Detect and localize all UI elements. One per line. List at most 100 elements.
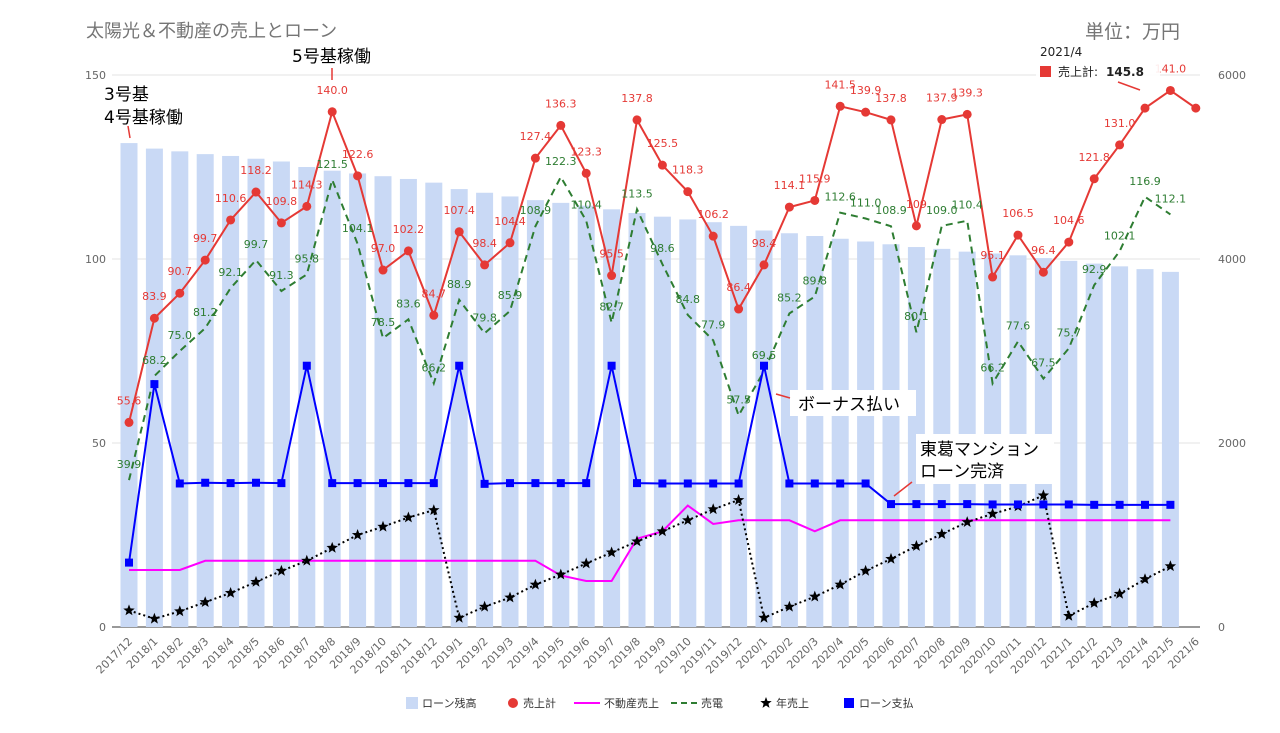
point-annual [250, 575, 262, 587]
bar-loan-balance [247, 158, 265, 627]
label-solar: 81.2 [193, 306, 218, 319]
label-solar: 109.0 [926, 204, 958, 217]
label-solar: 91.3 [269, 269, 294, 282]
point-loan-payment [125, 558, 133, 567]
annotation-bg [790, 390, 916, 416]
label-total-sales: 141.0 [1155, 62, 1187, 75]
label-solar: 121.5 [316, 158, 348, 171]
point-annual [555, 568, 567, 580]
bar-loan-balance [882, 244, 900, 627]
label-solar: 111.0 [850, 197, 882, 210]
bar-loan-balance [476, 192, 494, 627]
point-total-sales [403, 246, 413, 256]
bar-loan-balance [857, 241, 875, 627]
label-solar: 82.7 [599, 301, 624, 314]
label-solar: 99.7 [244, 238, 269, 251]
annotation-pointer [775, 393, 791, 399]
annotation-pointer [127, 125, 131, 139]
point-annual [631, 535, 643, 547]
label-solar: 95.8 [295, 252, 320, 265]
point-loan-payment [226, 479, 235, 488]
point-loan-payment [887, 500, 895, 509]
label-total-sales: 106.5 [1002, 207, 1034, 220]
point-total-sales [480, 260, 490, 270]
point-loan-payment [1090, 500, 1099, 509]
bar-loan-balance [1161, 271, 1179, 627]
label-solar: 69.5 [752, 349, 777, 362]
label-solar: 108.9 [875, 204, 907, 217]
point-loan-payment [1039, 500, 1048, 509]
point-annual [529, 578, 542, 590]
point-annual [402, 511, 415, 523]
legend-swatch-loan-payment [844, 698, 854, 708]
bar-loan-balance [806, 236, 824, 627]
label-solar: 66.2 [422, 361, 447, 374]
point-total-sales [988, 272, 998, 282]
label-total-sales: 118.2 [240, 164, 272, 177]
left-axis-tick: 150 [85, 69, 106, 82]
label-total-sales: 141.5 [824, 78, 856, 91]
label-total-sales: 125.5 [647, 137, 679, 150]
label-total-sales: 99.7 [193, 232, 218, 245]
point-loan-payment [531, 479, 540, 488]
tooltip-value: 145.8 [1106, 65, 1144, 79]
label-solar: 78.5 [371, 316, 396, 329]
point-total-sales [784, 202, 794, 212]
chart-title: 太陽光＆不動産の売上とローン [86, 21, 337, 42]
bar-loan-balance [272, 161, 290, 628]
point-loan-payment [810, 479, 819, 488]
point-loan-payment [150, 380, 159, 389]
bar-loan-balance [425, 182, 443, 627]
point-loan-payment [429, 479, 438, 488]
x-tick-label: 2017/12 [94, 635, 136, 677]
annotation-bonus: ボーナス払い [798, 395, 900, 415]
tooltip-label: 売上計: [1058, 64, 1098, 79]
label-solar: 77.6 [1006, 319, 1031, 332]
point-total-sales [1191, 103, 1201, 113]
label-total-sales: 102.2 [393, 223, 425, 236]
point-annual [224, 587, 237, 598]
label-total-sales: 97.0 [371, 242, 396, 255]
bar-loan-balance [679, 219, 697, 627]
bar-loan-balance [1060, 260, 1078, 627]
bar-loan-balance [1111, 266, 1129, 627]
label-solar: 108.9 [520, 204, 552, 217]
legend[interactable]: ローン残高 売上計 不動産売上 売電 年売上 ローン支払 [406, 696, 913, 710]
bar-loan-balance [298, 167, 316, 627]
lines [123, 85, 1201, 624]
label-total-sales: 114.3 [291, 178, 323, 191]
legend-label: ローン支払 [859, 696, 913, 710]
legend-swatch-total-sales [508, 698, 518, 708]
label-solar: 85.9 [498, 289, 523, 302]
label-total-sales: 131.0 [1104, 117, 1136, 130]
label-solar: 75.7 [1057, 326, 1082, 339]
bar-loan-balance [120, 143, 138, 627]
point-loan-payment [1141, 500, 1149, 509]
point-loan-payment [556, 479, 565, 488]
point-loan-payment [937, 500, 946, 509]
bar-loan-balance [1136, 269, 1154, 627]
label-solar: 116.9 [1129, 175, 1161, 188]
bar-loan-balance [577, 205, 595, 627]
bar-loan-balance [603, 209, 621, 627]
point-annual [605, 546, 618, 558]
label-solar: 84.8 [676, 293, 701, 306]
point-loan-payment [379, 479, 387, 488]
label-solar: 77.9 [701, 318, 726, 331]
point-annual [275, 564, 288, 576]
point-total-sales [962, 109, 972, 119]
label-total-sales: 122.6 [342, 148, 374, 161]
point-annual [885, 552, 897, 564]
bar-loan-balance [526, 200, 544, 627]
bar-loan-balance [780, 233, 798, 628]
label-solar: 89.8 [803, 275, 828, 288]
bar-loan-balance [1085, 263, 1103, 627]
point-total-sales [302, 201, 312, 211]
point-total-sales [759, 260, 769, 270]
bar-loan-balance [831, 238, 849, 627]
point-annual [986, 507, 999, 519]
point-total-sales [530, 153, 540, 163]
point-loan-payment [836, 479, 845, 488]
label-solar: 80.1 [904, 310, 929, 323]
point-loan-payment [404, 479, 413, 488]
